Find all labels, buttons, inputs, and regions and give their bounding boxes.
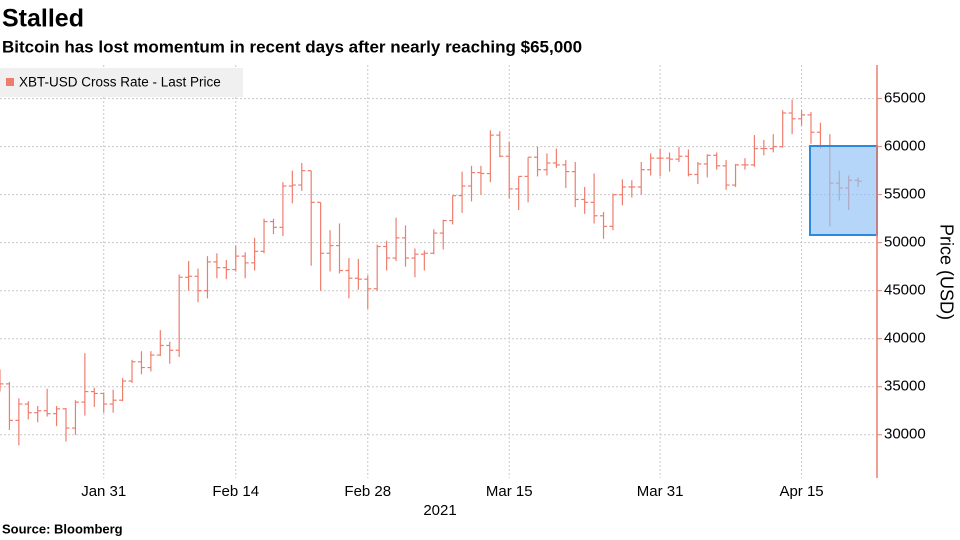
y-tick-label: 45000 — [884, 282, 926, 299]
y-tick-label: 35000 — [884, 378, 926, 395]
x-tick-label: Jan 31 — [81, 483, 126, 500]
y-axis-label: Price (USD) — [936, 224, 956, 320]
legend-swatch — [6, 78, 14, 86]
source: Source: Bloomberg — [2, 521, 123, 536]
chart-title: Stalled — [2, 5, 84, 33]
x-axis-label: 2021 — [423, 502, 456, 519]
y-tick-label: 55000 — [884, 186, 926, 203]
legend-label: XBT-USD Cross Rate - Last Price — [19, 75, 221, 90]
y-tick-label: 40000 — [884, 330, 926, 347]
legend-box — [0, 68, 243, 97]
x-tick-label: Apr 15 — [779, 483, 823, 500]
plot-area — [0, 65, 877, 478]
x-tick-label: Feb 28 — [344, 483, 391, 500]
chart-subtitle: Bitcoin has lost momentum in recent days… — [2, 37, 582, 56]
x-tick-label: Feb 14 — [212, 483, 259, 500]
y-tick-label: 30000 — [884, 426, 926, 443]
legend: XBT-USD Cross Rate - Last Price — [0, 68, 243, 97]
y-tick-label: 50000 — [884, 234, 926, 251]
y-tick-label: 65000 — [884, 90, 926, 107]
x-tick-label: Mar 31 — [637, 483, 684, 500]
y-tick-label: 60000 — [884, 138, 926, 155]
x-tick-label: Mar 15 — [486, 483, 533, 500]
highlight-box — [809, 145, 878, 236]
